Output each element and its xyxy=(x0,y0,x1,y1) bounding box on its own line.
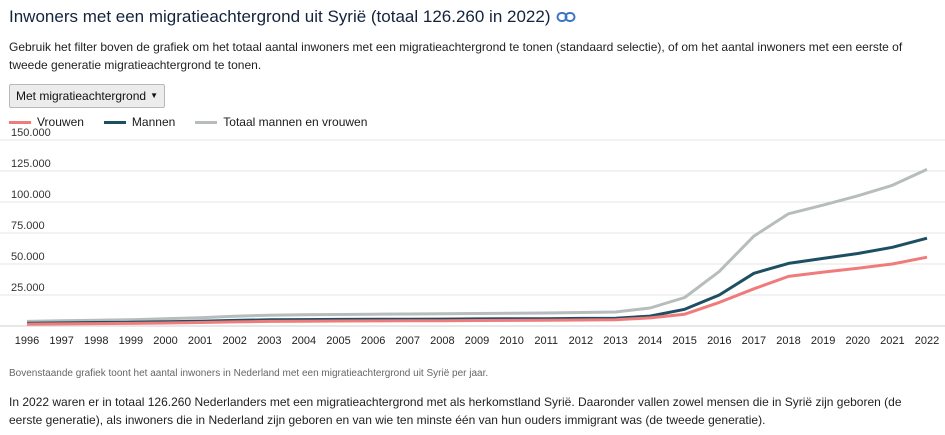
x-tick-label: 2009 xyxy=(465,335,489,347)
legend-item-mannen[interactable]: Mannen xyxy=(103,115,176,129)
series-line-vrouwen[interactable] xyxy=(26,255,928,326)
x-tick-label: 2001 xyxy=(188,335,212,347)
x-tick-label: 2000 xyxy=(153,335,177,347)
x-tick-label: 2014 xyxy=(638,335,662,347)
legend-swatch-totaal xyxy=(195,120,218,124)
x-tick-label: 2015 xyxy=(672,335,696,347)
x-tick-label: 2012 xyxy=(569,335,593,347)
x-tick-label: 2010 xyxy=(499,335,523,347)
x-tick-label: 1997 xyxy=(49,335,73,347)
caret-down-icon: ▼ xyxy=(150,91,158,100)
x-tick-label: 2022 xyxy=(915,335,939,347)
chart-caption: Bovenstaande grafiek toont het aantal in… xyxy=(9,368,489,379)
series-line-mannen[interactable] xyxy=(26,236,928,325)
x-tick-label: 2019 xyxy=(811,335,835,347)
title-row: Inwoners met een migratieachtergrond uit… xyxy=(9,7,576,27)
x-tick-label: 2013 xyxy=(603,335,627,347)
line-chart: 25.00050.00075.000100.000125.000150.000 … xyxy=(0,128,945,347)
x-tick-label: 1998 xyxy=(84,335,108,347)
y-tick-label: 125.000 xyxy=(11,158,51,170)
x-tick-label: 1996 xyxy=(15,335,39,347)
series-line-totaal[interactable] xyxy=(26,168,928,323)
y-tick-label: 75.000 xyxy=(11,220,45,232)
x-tick-label: 2003 xyxy=(257,335,281,347)
page-title: Inwoners met een migratieachtergrond uit… xyxy=(9,7,551,26)
x-tick-label: 2011 xyxy=(534,335,558,347)
x-tick-label: 2020 xyxy=(846,335,870,347)
x-tick-label: 2005 xyxy=(326,335,350,347)
y-tick-label: 100.000 xyxy=(11,189,51,201)
x-tick-label: 2004 xyxy=(292,335,316,347)
legend-label-mannen: Mannen xyxy=(131,115,176,129)
x-tick-label: 2008 xyxy=(430,335,454,347)
legend-swatch-mannen xyxy=(103,120,126,124)
intro-text: Gebruik het filter boven de grafiek om h… xyxy=(9,40,903,72)
legend-swatch-vrouwen xyxy=(9,120,31,124)
x-tick-label: 1999 xyxy=(119,335,143,347)
legend-item-totaal[interactable]: Totaal mannen en vrouwen xyxy=(195,115,367,129)
legend-label-vrouwen: Vrouwen xyxy=(37,115,84,129)
y-tick-label: 25.000 xyxy=(11,282,45,294)
dropdown-selected-label: Met migratieachtergrond xyxy=(16,89,147,103)
body-text: In 2022 waren er in totaal 126.260 Neder… xyxy=(9,395,902,427)
x-tick-label: 2021 xyxy=(880,335,904,347)
migration-filter-dropdown[interactable]: Met migratieachtergrond ▼ xyxy=(9,84,165,108)
y-tick-label: 50.000 xyxy=(11,251,45,263)
x-tick-label: 2016 xyxy=(707,335,731,347)
x-tick-label: 2002 xyxy=(222,335,246,347)
legend-item-vrouwen[interactable]: Vrouwen xyxy=(9,115,84,129)
link-icon[interactable] xyxy=(556,10,576,24)
x-tick-label: 2007 xyxy=(396,335,420,347)
x-tick-label: 2006 xyxy=(361,335,385,347)
y-tick-label: 150.000 xyxy=(11,128,51,139)
legend-label-totaal: Totaal mannen en vrouwen xyxy=(223,115,368,129)
x-tick-label: 2018 xyxy=(776,335,800,347)
chart-legend: Vrouwen Mannen Totaal mannen en vrouwen xyxy=(9,115,387,129)
x-tick-label: 2017 xyxy=(742,335,766,347)
